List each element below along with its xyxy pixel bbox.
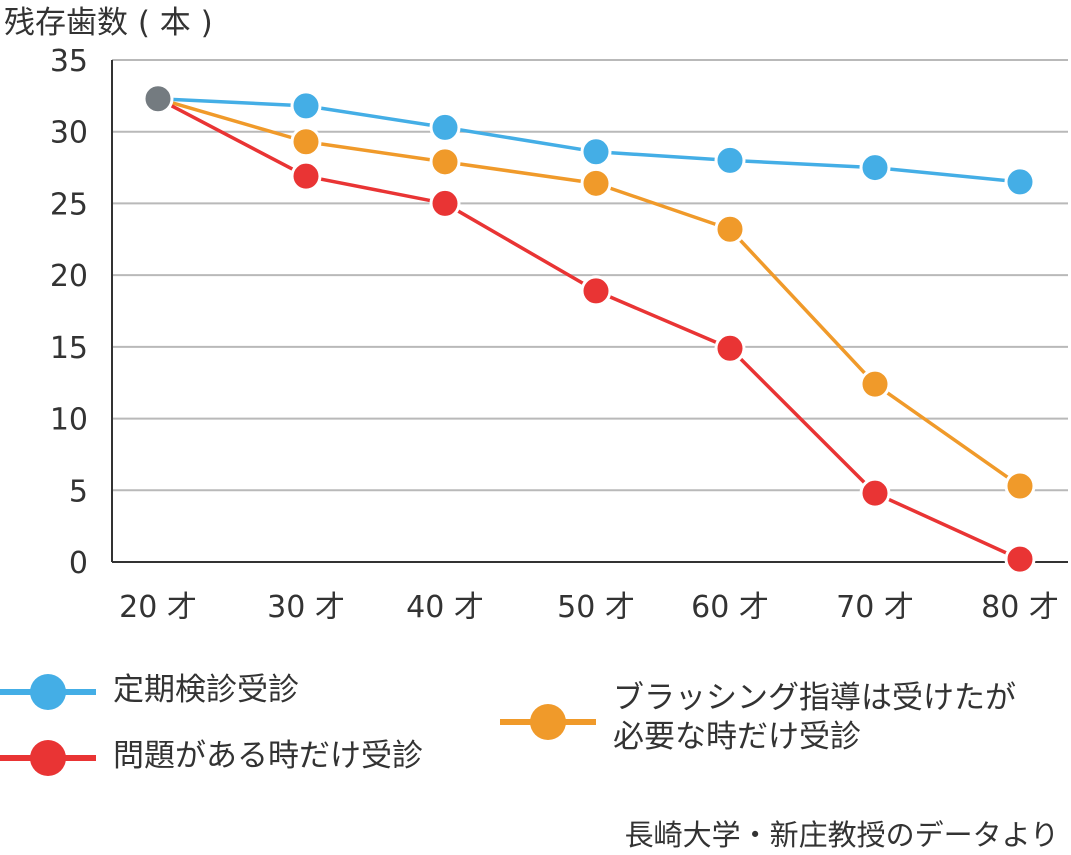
point-brushing-guidance: [859, 368, 891, 400]
legend-marker: [530, 704, 566, 740]
point-brushing-guidance: [714, 213, 746, 245]
legend-marker: [30, 740, 66, 776]
point-regular-checkup: [580, 136, 612, 168]
point-brushing-guidance: [580, 167, 612, 199]
legend-item-regular-checkup: 定期検診受診: [113, 671, 299, 710]
x-tick-label: 20 才: [119, 590, 197, 625]
point-regular-checkup: [859, 152, 891, 184]
point-brushing-guidance: [1004, 470, 1036, 502]
gridlines: [112, 59, 1068, 492]
legend-label: 定期検診受診: [113, 672, 299, 708]
point-only-when-problem: [859, 477, 891, 509]
y-tick-label: 20: [50, 259, 88, 294]
source-note: 長崎大学・新庄教授のデータより: [624, 818, 1059, 852]
x-tick-label: 50 才: [557, 590, 635, 625]
x-tick-label: 40 才: [406, 590, 484, 625]
legend-label: 問題がある時だけ受診: [113, 738, 423, 774]
point-regular-checkup: [429, 111, 461, 143]
axes: [111, 60, 1068, 563]
y-tick-label: 5: [69, 474, 88, 509]
point-only-when-problem: [290, 160, 322, 192]
y-tick-label: 35: [50, 44, 88, 79]
point-only-when-problem: [714, 332, 746, 364]
legend-label-line-2: 必要な時だけ受診: [613, 718, 861, 755]
point-only-when-problem: [1004, 543, 1036, 575]
y-tick-label: 0: [69, 546, 88, 581]
x-axis-ticks: 20 才 30 才 40 才 50 才 60 才 70 才 80 才: [119, 590, 1059, 625]
y-axis-label: 残存歯数 ( 本 ): [4, 5, 213, 41]
y-tick-label: 25: [50, 187, 88, 222]
series-points: [142, 83, 1036, 575]
x-tick-label: 30 才: [267, 590, 345, 625]
y-axis-ticks: 0 5 10 15 20 25 30 35: [50, 44, 88, 581]
x-tick-label: 70 才: [836, 590, 914, 625]
point-start: [142, 83, 174, 115]
y-tick-label: 10: [50, 403, 88, 438]
y-tick-label: 15: [50, 331, 88, 366]
legend-markers: [0, 674, 596, 776]
point-regular-checkup: [1004, 166, 1036, 198]
point-brushing-guidance: [429, 146, 461, 178]
point-brushing-guidance: [290, 126, 322, 158]
point-only-when-problem: [580, 275, 612, 307]
legend-item-only-when-problem: 問題がある時だけ受診: [113, 737, 423, 776]
x-tick-label: 80 才: [981, 590, 1059, 625]
legend-marker: [30, 674, 66, 710]
point-regular-checkup: [714, 144, 746, 176]
x-tick-label: 60 才: [691, 590, 769, 625]
legend-label-line-1: ブラッシング指導は受けたが: [613, 680, 1016, 716]
point-only-when-problem: [429, 187, 461, 219]
legend-item-brushing-guidance: ブラッシング指導は受けたが 必要な時だけ受診: [613, 679, 1016, 757]
y-tick-label: 30: [50, 116, 88, 151]
point-regular-checkup: [290, 90, 322, 122]
